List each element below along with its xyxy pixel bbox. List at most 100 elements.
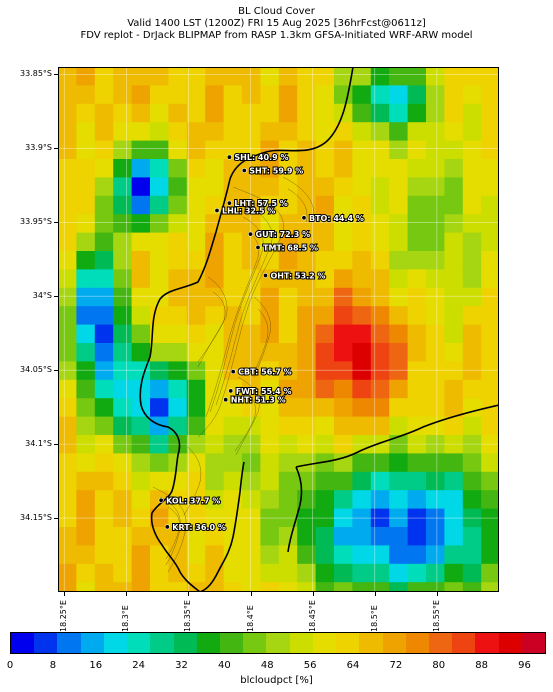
colorbar-segment	[475, 633, 499, 653]
station-label-gut: GUT: 72.3 %	[256, 230, 311, 239]
colorbar-segment	[11, 633, 35, 653]
lon-tick-mark	[436, 592, 438, 596]
colorbar-tick-label: 88	[475, 660, 489, 671]
colorbar-tick-label: 40	[218, 660, 231, 671]
station-marker-lht[interactable]	[226, 200, 232, 206]
lat-tick-label: 33.95°S	[20, 217, 52, 227]
colorbar-tick-label: 16	[89, 660, 103, 671]
station-label-lhl: LHL: 32.5 %	[222, 207, 275, 216]
lat-tick-label: 34.15°S	[20, 513, 52, 523]
colorbar-segment	[243, 633, 267, 653]
station-marker-shl[interactable]	[226, 154, 232, 160]
lat-tick-mark	[54, 518, 58, 520]
station-label-sht: SHT: 59.9 %	[249, 167, 303, 176]
station-marker-krt[interactable]	[164, 524, 170, 530]
lat-tick-mark	[54, 222, 58, 224]
colorbar-segment	[173, 633, 197, 653]
colorbar-tick-label: 32	[175, 660, 188, 671]
lon-tick-label: 18.4°E	[245, 605, 255, 632]
lon-tick-mark	[374, 592, 376, 596]
colorbar-tick-label: 96	[518, 660, 531, 671]
lat-tick-mark	[54, 444, 58, 446]
colorbar-segment	[150, 633, 174, 653]
station-marker-fwt[interactable]	[228, 388, 234, 394]
lat-tick-label: 33.85°S	[20, 69, 52, 79]
station-marker-kol[interactable]	[158, 497, 164, 503]
lon-tick-label: 18.45°E	[307, 600, 317, 632]
station-label-shl: SHL: 40.9 %	[234, 153, 288, 162]
cloud-cover-grid	[58, 67, 499, 592]
title-line-3: FDV replot - DrJack BLIPMAP from RASP 1.…	[80, 30, 473, 41]
lon-tick-label: 18.5°E	[369, 605, 379, 632]
lon-tick-mark	[250, 592, 252, 596]
lon-tick-label: 18.25°E	[59, 600, 69, 632]
station-marker-bto[interactable]	[301, 215, 307, 221]
lat-tick-mark	[54, 370, 58, 372]
colorbar-segment	[34, 633, 58, 653]
colorbar-segment	[452, 633, 476, 653]
station-marker-lhl[interactable]	[214, 208, 220, 214]
terrain-contours	[152, 176, 315, 573]
station-marker-sht[interactable]	[241, 168, 247, 174]
lat-tick-mark	[54, 74, 58, 76]
station-markers: SHL: 40.9 % SHT: 59.9 % LHT: 57.5 %LHL: 32…	[158, 152, 365, 533]
station-marker-nht[interactable]	[223, 397, 229, 403]
title-line-2: Valid 1400 LST (1200Z) FRI 15 Aug 2025 […	[127, 18, 426, 29]
colorbar-segment	[196, 633, 220, 653]
lon-tick-mark	[312, 592, 314, 596]
graticule-lines	[58, 67, 499, 592]
colorbar-tick-label: 56	[303, 660, 317, 671]
colorbar-tick-label: 0	[6, 660, 14, 671]
colorbar-segment	[57, 633, 81, 653]
colorbar-tick-label: 64	[346, 660, 360, 671]
colorbar-tick-label: 24	[132, 660, 145, 671]
station-label-krt: KRT: 36.0 %	[172, 523, 226, 532]
lon-tick-label: 18.35°E	[183, 600, 193, 632]
lon-tick-label: 18.3°E	[121, 605, 131, 632]
lon-tick-mark	[64, 592, 66, 596]
colorbar-segment	[103, 633, 128, 653]
station-label-oht: OHT: 53.2 %	[271, 272, 326, 281]
station-marker-tmt[interactable]	[255, 244, 261, 250]
colorbar-segment	[521, 633, 546, 653]
lon-tick-mark	[126, 592, 128, 596]
lat-tick-label: 34.05°S	[20, 365, 52, 375]
colorbar-segment	[336, 633, 360, 653]
colorbar-segment	[219, 633, 244, 653]
colorbar-segment	[498, 633, 522, 653]
colorbar-segment	[359, 633, 383, 653]
station-label-lht: LHT: 57.5 %	[234, 199, 287, 208]
station-label-fwt: FWT: 55.4 %	[236, 387, 292, 396]
colorbar-tick-label: 72	[389, 660, 403, 671]
lat-tick-mark	[54, 148, 58, 150]
station-label-bto: BTO: 44.4 %	[309, 214, 364, 223]
coastline	[139, 67, 499, 592]
colorbar-segment	[266, 633, 290, 653]
colorbar-segment	[405, 633, 429, 653]
station-marker-oht[interactable]	[263, 273, 269, 279]
colorbar-segment	[428, 633, 453, 653]
station-label-cbt: CBT: 56.7 %	[238, 368, 292, 377]
lat-tick-label: 34.1°S	[25, 439, 52, 449]
station-marker-gut[interactable]	[248, 231, 254, 237]
colorbar-tick-label: 8	[49, 660, 57, 671]
title-line-1: BL Cloud Cover	[238, 6, 315, 17]
lon-tick-mark	[188, 592, 190, 596]
station-label-nht: NHT: 51.3 %	[231, 396, 286, 405]
station-label-kol: KOL: 37.7 %	[166, 496, 220, 505]
cloud-cover-map[interactable]: SHL: 40.9 % SHT: 59.9 % LHT: 57.5 % LHL: 32…	[58, 67, 499, 592]
lat-tick-label: 34°S	[32, 291, 52, 301]
colorbar-segment	[382, 633, 406, 653]
colorbar-tick-label: 48	[260, 660, 274, 671]
colorbar-segment	[289, 633, 313, 653]
colorbar-segment	[312, 633, 337, 653]
colorbar-tick-label: 80	[432, 660, 446, 671]
lat-tick-mark	[54, 296, 58, 298]
colorbar	[10, 632, 546, 654]
colorbar-segment	[127, 633, 151, 653]
lon-tick-label: 18.55°E	[431, 600, 441, 632]
station-marker-cbt[interactable]	[230, 369, 236, 375]
colorbar-segment	[80, 633, 104, 653]
colorbar-label: blcloudpct [%]	[240, 675, 313, 686]
station-label-tmt: TMT: 68.5 %	[263, 243, 318, 252]
